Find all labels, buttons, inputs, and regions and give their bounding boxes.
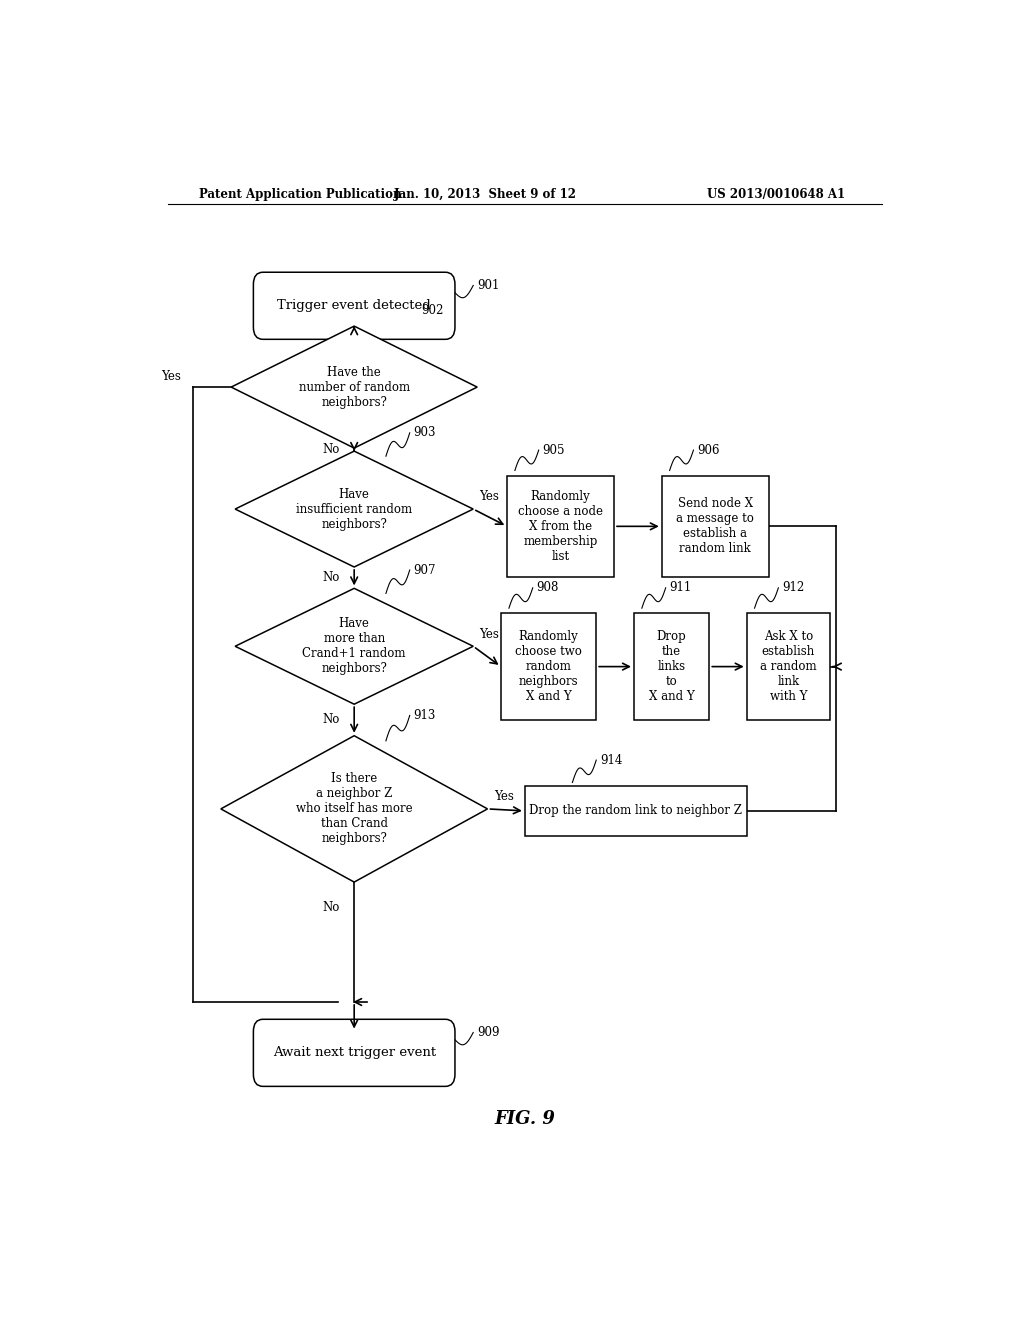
- Text: Have the
number of random
neighbors?: Have the number of random neighbors?: [299, 366, 410, 409]
- Text: Yes: Yes: [494, 791, 514, 803]
- Polygon shape: [221, 735, 487, 882]
- Text: Randomly
choose two
random
neighbors
X and Y: Randomly choose two random neighbors X a…: [515, 630, 582, 704]
- Text: Yes: Yes: [479, 627, 500, 640]
- Text: 911: 911: [670, 581, 692, 594]
- Text: No: No: [323, 572, 340, 585]
- Text: Randomly
choose a node
X from the
membership
list: Randomly choose a node X from the member…: [518, 490, 603, 562]
- Text: 903: 903: [414, 426, 436, 440]
- FancyBboxPatch shape: [501, 614, 596, 719]
- FancyBboxPatch shape: [253, 272, 455, 339]
- Text: Is there
a neighbor Z
who itself has more
than Crand
neighbors?: Is there a neighbor Z who itself has mor…: [296, 772, 413, 845]
- Text: Yes: Yes: [479, 490, 500, 503]
- Text: US 2013/0010648 A1: US 2013/0010648 A1: [708, 189, 846, 202]
- Text: Await next trigger event: Await next trigger event: [272, 1047, 436, 1060]
- Text: Jan. 10, 2013  Sheet 9 of 12: Jan. 10, 2013 Sheet 9 of 12: [393, 189, 577, 202]
- Text: Send node X
a message to
establish a
random link: Send node X a message to establish a ran…: [676, 498, 755, 556]
- FancyBboxPatch shape: [634, 614, 710, 719]
- Text: No: No: [323, 714, 340, 726]
- Text: No: No: [323, 444, 340, 457]
- FancyBboxPatch shape: [507, 475, 614, 577]
- Text: No: No: [323, 902, 340, 913]
- Polygon shape: [236, 589, 473, 704]
- Text: Patent Application Publication: Patent Application Publication: [200, 189, 402, 202]
- Text: Have
more than
Crand+1 random
neighbors?: Have more than Crand+1 random neighbors?: [302, 618, 406, 676]
- Text: 902: 902: [422, 305, 444, 317]
- Text: Have
insufficient random
neighbors?: Have insufficient random neighbors?: [296, 487, 413, 531]
- Text: Drop
the
links
to
X and Y: Drop the links to X and Y: [649, 630, 694, 704]
- Text: Yes: Yes: [162, 371, 181, 383]
- Text: 905: 905: [543, 444, 565, 457]
- Text: Drop the random link to neighbor Z: Drop the random link to neighbor Z: [529, 804, 742, 817]
- FancyBboxPatch shape: [253, 1019, 455, 1086]
- Text: 912: 912: [782, 581, 805, 594]
- Text: 901: 901: [477, 279, 500, 292]
- FancyBboxPatch shape: [524, 785, 748, 837]
- FancyBboxPatch shape: [662, 475, 769, 577]
- Text: Trigger event detected: Trigger event detected: [278, 300, 431, 313]
- Text: Ask X to
establish
a random
link
with Y: Ask X to establish a random link with Y: [760, 630, 816, 704]
- Text: 913: 913: [414, 709, 436, 722]
- Polygon shape: [236, 451, 473, 568]
- Text: 909: 909: [477, 1026, 500, 1039]
- FancyBboxPatch shape: [746, 614, 829, 719]
- Text: 906: 906: [697, 444, 720, 457]
- Text: 908: 908: [537, 581, 559, 594]
- Text: 907: 907: [414, 564, 436, 577]
- Text: 914: 914: [600, 754, 623, 767]
- Text: FIG. 9: FIG. 9: [495, 1110, 555, 1127]
- Polygon shape: [231, 326, 477, 447]
